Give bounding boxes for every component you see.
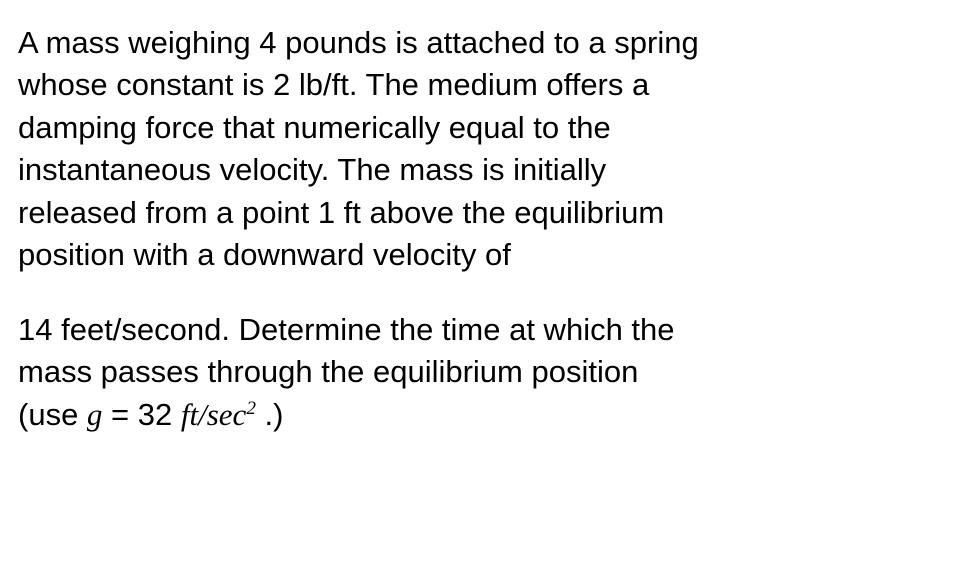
- p1-line-3: damping force that numerically equal to …: [18, 107, 954, 149]
- variable-g: g: [87, 397, 103, 432]
- exponent-2: 2: [246, 398, 256, 419]
- p2-line-1: 14 feet/second. Determine the time at wh…: [18, 309, 954, 351]
- paragraph-2: 14 feet/second. Determine the time at wh…: [18, 309, 954, 436]
- p1-line-2: whose constant is 2 lb/ft. The medium of…: [18, 64, 954, 106]
- p1-line-6: position with a downward velocity of: [18, 234, 954, 276]
- unit-ft: ft: [181, 397, 198, 432]
- p2-l3-suffix: .): [256, 397, 284, 432]
- unit-sec: sec: [207, 397, 247, 432]
- p1-line-1: A mass weighing 4 pounds is attached to …: [18, 22, 954, 64]
- slash: /: [198, 397, 207, 432]
- p2-l3-prefix: (use: [18, 397, 87, 432]
- p2-l3-eq: = 32: [102, 397, 180, 432]
- problem-text-block: A mass weighing 4 pounds is attached to …: [18, 22, 954, 436]
- paragraph-1: A mass weighing 4 pounds is attached to …: [18, 22, 954, 277]
- p1-line-5: released from a point 1 ft above the equ…: [18, 192, 954, 234]
- p2-line-2: mass passes through the equilibrium posi…: [18, 351, 954, 393]
- p2-line-3: (use g = 32 ft/sec2 .): [18, 394, 954, 436]
- p1-line-4: instantaneous velocity. The mass is init…: [18, 149, 954, 191]
